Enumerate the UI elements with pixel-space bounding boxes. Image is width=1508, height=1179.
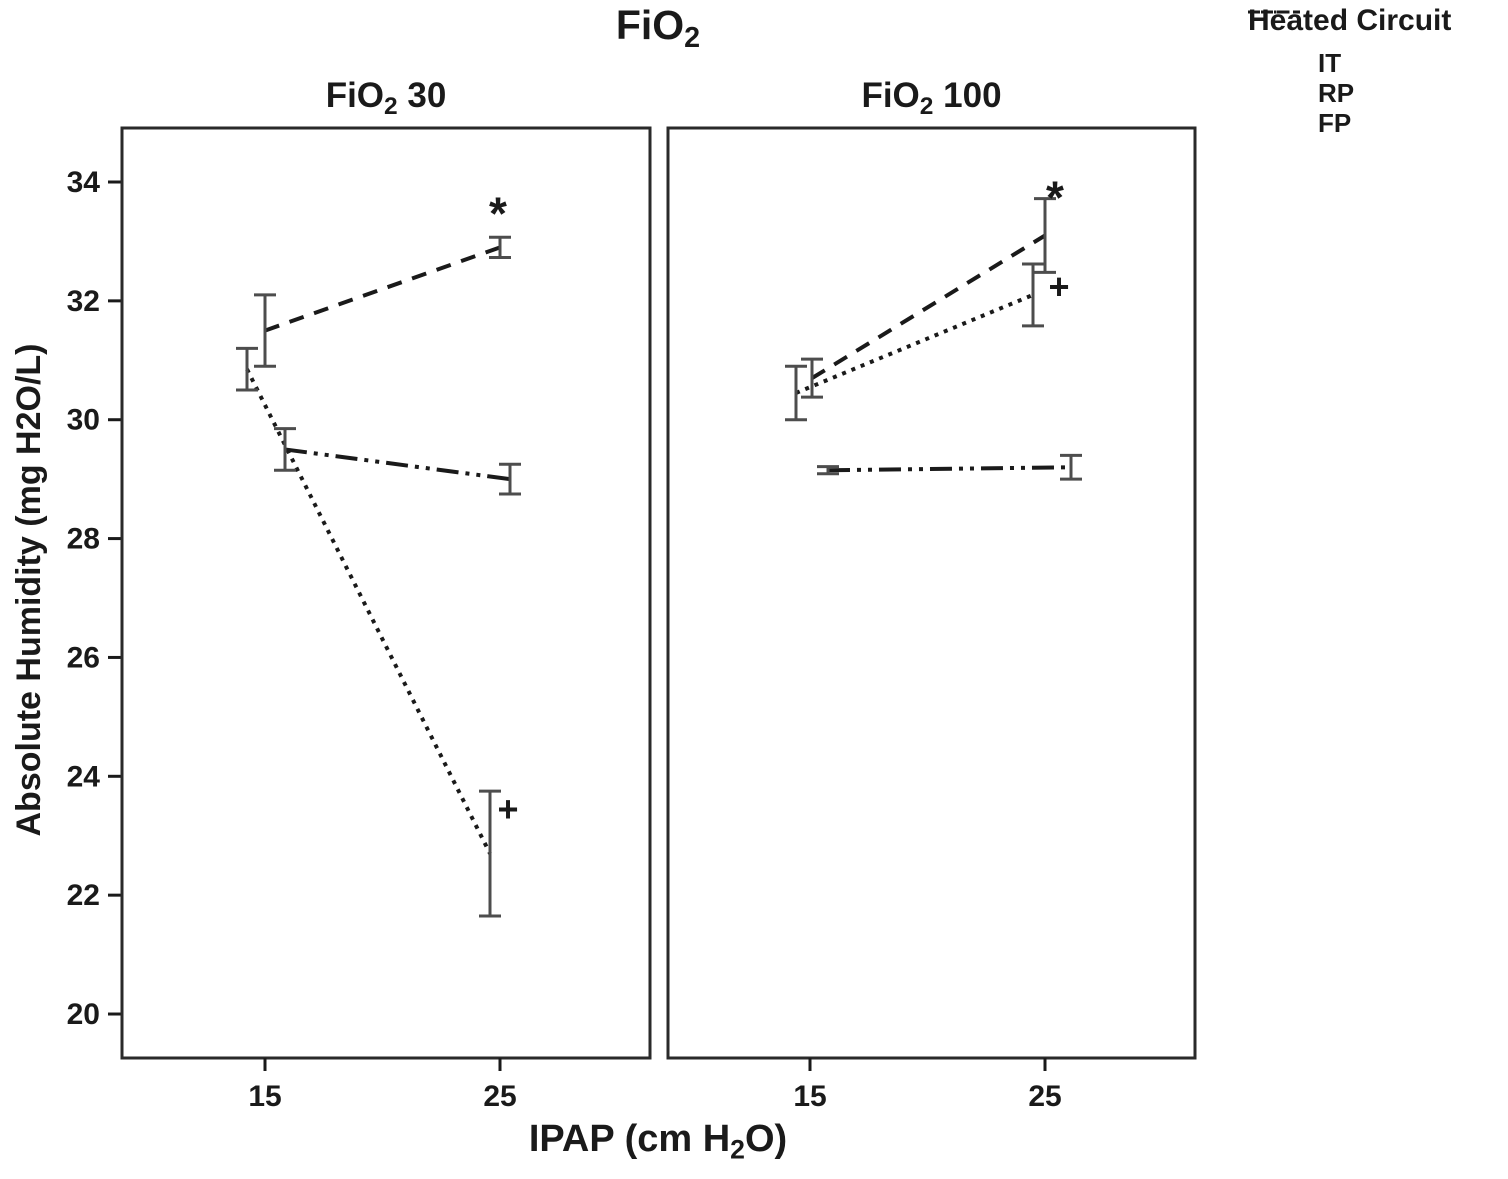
panel-border xyxy=(666,126,1197,1060)
series-line-RP xyxy=(795,293,1034,395)
annotation-RP: + xyxy=(1048,266,1069,307)
chart-title-sub: 2 xyxy=(684,22,701,55)
y-tick-label: 20 xyxy=(67,998,100,1031)
series-line-IT xyxy=(264,245,501,333)
y-tick-label: 22 xyxy=(67,879,100,912)
panel-title-fio2-30: FiO2 30 xyxy=(122,76,650,121)
legend-label-RP: RP xyxy=(1318,77,1355,108)
series-line-FP xyxy=(284,447,511,482)
panel-title-fio2-100: FiO2 100 xyxy=(668,76,1195,121)
x-tick-label: 15 xyxy=(793,1080,826,1113)
chart-title: FiO2 xyxy=(0,2,1316,55)
chart-title-main: FiO xyxy=(615,2,685,48)
series-line-FP xyxy=(827,465,1072,473)
x-tick-label: 25 xyxy=(483,1080,516,1113)
panel-title-sub: 2 xyxy=(384,92,398,120)
y-tick-label: 28 xyxy=(67,523,100,556)
y-tick-label: 30 xyxy=(67,404,100,437)
legend-items: IT RP FP xyxy=(1248,10,1506,138)
y-tick-label: 24 xyxy=(67,760,101,793)
x-axis-label: IPAP (cm H2O) xyxy=(0,1118,1316,1165)
x-tick-label: 25 xyxy=(1028,1080,1061,1113)
legend-label-FP: FP xyxy=(1318,107,1352,138)
panel-title-rest: 100 xyxy=(933,76,1002,115)
x-tick-label: 15 xyxy=(248,1080,281,1113)
panel-title-main: FiO xyxy=(325,76,385,115)
legend-line-sample-FP xyxy=(1248,10,1300,14)
legend-label-IT: IT xyxy=(1318,47,1342,78)
x-axis-label-main: IPAP (cm H xyxy=(528,1118,731,1160)
series-line-RP xyxy=(245,368,492,855)
annotation-IT: * xyxy=(489,187,507,239)
legend: Heated Circuit IT RP FP xyxy=(1248,4,1506,138)
y-tick-label: 32 xyxy=(67,285,100,318)
series-line-IT xyxy=(810,233,1047,380)
legend-item-RP: RP xyxy=(1248,10,1506,108)
panel-title-rest: 30 xyxy=(397,76,447,115)
y-tick-label: 34 xyxy=(67,166,101,199)
y-tick-label: 26 xyxy=(67,641,100,674)
legend-title: Heated Circuit xyxy=(1248,4,1452,37)
x-axis-label-sub: 2 xyxy=(730,1134,745,1165)
annotation-RP: + xyxy=(497,789,518,830)
y-axis-label: Absolute Humidity (mg H2O/L) xyxy=(10,343,48,837)
panel-border xyxy=(120,126,652,1060)
legend-item-IT: IT xyxy=(1248,10,1506,78)
annotation-IT: * xyxy=(1046,171,1064,223)
x-axis-label-rest: O) xyxy=(744,1118,788,1160)
panel-title-main: FiO xyxy=(861,76,920,115)
legend-item-FP: FP xyxy=(1248,10,1506,138)
panel-title-sub: 2 xyxy=(919,92,934,120)
